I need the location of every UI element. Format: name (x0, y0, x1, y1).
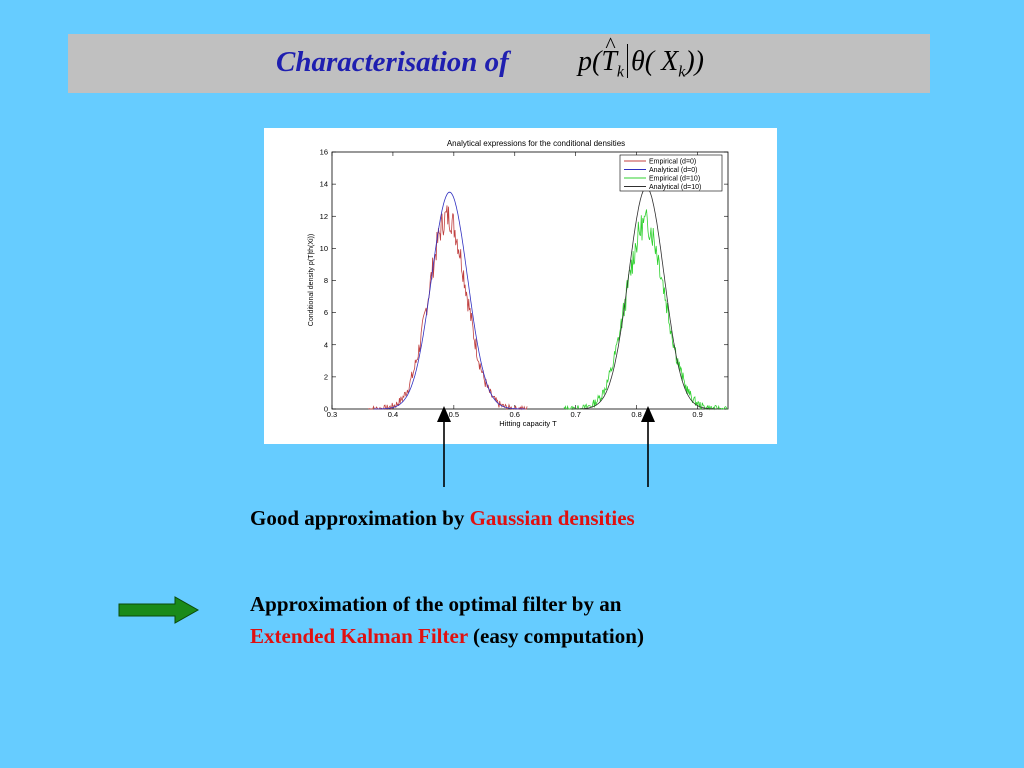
y-axis: 0 2 4 6 8 10 12 14 16 (320, 148, 728, 414)
green-arrow-shape (118, 596, 200, 624)
title-formula: p(Tk θ( Xk)) (578, 32, 704, 82)
statement-gaussian-highlight: Gaussian densities (469, 506, 635, 530)
series-line-analytical-d-0- (374, 191, 526, 410)
statement-ekf-line2: Extended Kalman Filter (easy computation… (250, 624, 644, 649)
x-axis-label: Hitting capacity T (499, 419, 557, 428)
statement-ekf-highlight: Extended Kalman Filter (250, 624, 468, 648)
title-bar (68, 34, 930, 93)
statement-ekf-suffix: (easy computation) (467, 624, 644, 648)
formula-theta: θ( (631, 46, 655, 77)
y-tick-label: 16 (320, 148, 328, 157)
density-chart: Analytical expressions for the condition… (308, 139, 729, 428)
arrow-up-left (437, 406, 451, 487)
series-line-empirical-d-0- (368, 205, 528, 411)
plot-frame (331, 151, 729, 410)
y-tick-label: 2 (324, 372, 328, 381)
formula-t-hat: T (601, 32, 617, 78)
formula-t: T (601, 46, 617, 77)
x-tick-label: 0.6 (510, 410, 520, 419)
x-tick-label: 0.7 (570, 410, 580, 419)
arrow-up-right (641, 406, 655, 487)
formula-bar (627, 44, 629, 78)
legend-label: Analytical (d=10) (649, 184, 701, 191)
statement-gaussian-prefix: Good approximation by (250, 506, 470, 530)
y-tick-label: 0 (324, 405, 328, 414)
y-axis-label: Conditional density p(T|th(Xi)) (308, 234, 315, 326)
x-axis: 0.3 0.4 0.5 0.6 0.7 0.8 0.9 (327, 152, 703, 419)
arrow-head (437, 406, 451, 422)
y-tick-label: 10 (320, 244, 328, 253)
y-tick-label: 4 (324, 340, 328, 349)
y-tick-label: 12 (320, 212, 328, 221)
y-tick-label: 6 (324, 308, 328, 317)
slide-title: Characterisation of (276, 46, 509, 78)
x-tick-label: 0.5 (449, 410, 459, 419)
legend: Empirical (d=0)Analytical (d=0) Empirical… (619, 154, 723, 192)
formula-x: X (661, 46, 679, 77)
statement-gaussian: Good approximation by Gaussian densities (250, 506, 635, 531)
formula-sub-k2: k (678, 63, 686, 81)
legend-label: Empirical (d=10) (649, 176, 700, 183)
formula-close: )) (685, 46, 704, 77)
series-line-empirical-d-10- (563, 209, 728, 411)
legend-items: Empirical (d=0)Analytical (d=0) Empirical… (624, 159, 701, 191)
chart-title: Analytical expressions for the condition… (447, 139, 625, 148)
legend-label: Empirical (d=0) (649, 159, 696, 166)
y-tick-label: 8 (324, 276, 328, 285)
green-arrow-icon (118, 596, 200, 624)
x-tick-label: 0.4 (388, 410, 398, 419)
formula-p: p( (578, 46, 602, 77)
y-tick-label: 14 (320, 180, 328, 189)
x-tick-label: 0.9 (692, 410, 702, 419)
x-tick-label: 0.8 (631, 410, 641, 419)
formula-sub-k1: k (616, 63, 625, 81)
chart-panel: Analytical expressions for the condition… (264, 128, 777, 444)
legend-label: Analytical (d=0) (649, 167, 697, 174)
x-tick-label: 0.3 (327, 410, 337, 419)
statement-ekf-line1: Approximation of the optimal filter by a… (250, 592, 622, 616)
series-lines (368, 186, 728, 411)
arrow-head (641, 406, 655, 422)
